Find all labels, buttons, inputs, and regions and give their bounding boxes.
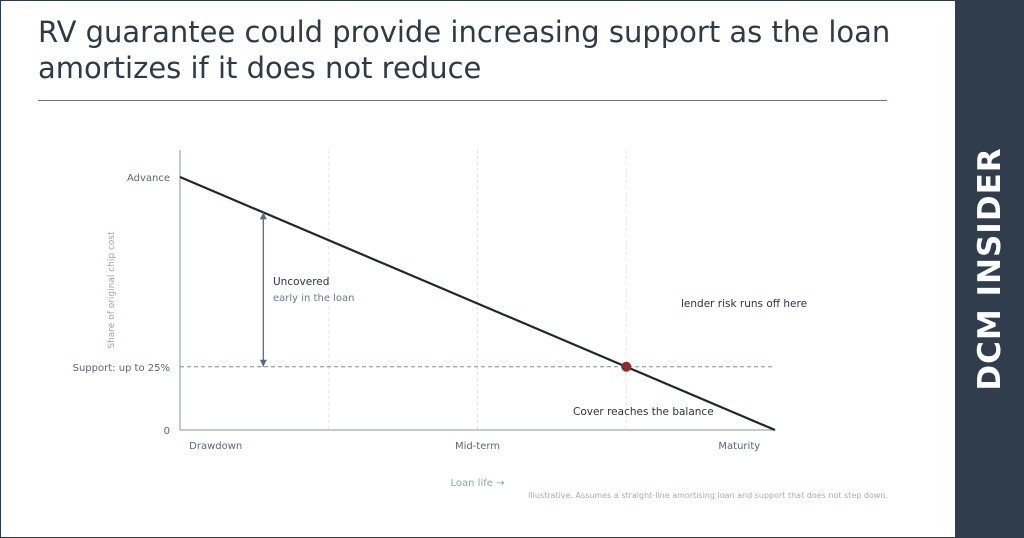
y-tick-label-3: 0 bbox=[164, 426, 170, 437]
series-layer bbox=[179, 175, 776, 432]
amortization-chart: Advance Support: up to 25% 0 Drawdown Mid-t… bbox=[73, 150, 888, 500]
chart-footnote: Illustrative. Assumes a straight-line am… bbox=[528, 491, 888, 500]
brand-logo-text: DCM INSIDER bbox=[971, 147, 1008, 391]
y-tick-labels: Advance Support: up to 25% 0 bbox=[73, 173, 170, 437]
y-tick-label-1: Advance bbox=[127, 173, 170, 184]
x-tick-labels: Drawdown Mid-term Maturity bbox=[189, 441, 760, 452]
series-line-1 bbox=[179, 175, 776, 432]
gap-arrow-head-top bbox=[259, 212, 267, 220]
crossover-point bbox=[621, 361, 632, 372]
annotation-uncovered-sub: early in the loan bbox=[273, 293, 355, 304]
annotation-risk-runoff: lender risk runs off here bbox=[681, 298, 807, 310]
gap-arrow bbox=[259, 212, 267, 367]
x-tick-label-2: Mid-term bbox=[455, 441, 500, 452]
annotation-cover-balance: Cover reaches the balance bbox=[573, 406, 714, 418]
y-axis-label: Share of original chip cost bbox=[107, 231, 117, 349]
x-tick-label-1: Drawdown bbox=[189, 441, 242, 452]
annotation-uncovered: Uncovered bbox=[273, 276, 329, 288]
brand-sidebar: DCM INSIDER bbox=[955, 0, 1024, 538]
y-tick-label-2: Support: up to 25% bbox=[73, 363, 170, 374]
gap-arrow-head-bottom bbox=[259, 359, 267, 367]
x-tick-label-3: Maturity bbox=[718, 441, 760, 452]
page-title: RV guarantee could provide increasing su… bbox=[38, 15, 891, 85]
title-divider bbox=[38, 100, 887, 101]
x-axis-label: Loan life → bbox=[451, 478, 505, 489]
chart-grid bbox=[328, 150, 627, 430]
